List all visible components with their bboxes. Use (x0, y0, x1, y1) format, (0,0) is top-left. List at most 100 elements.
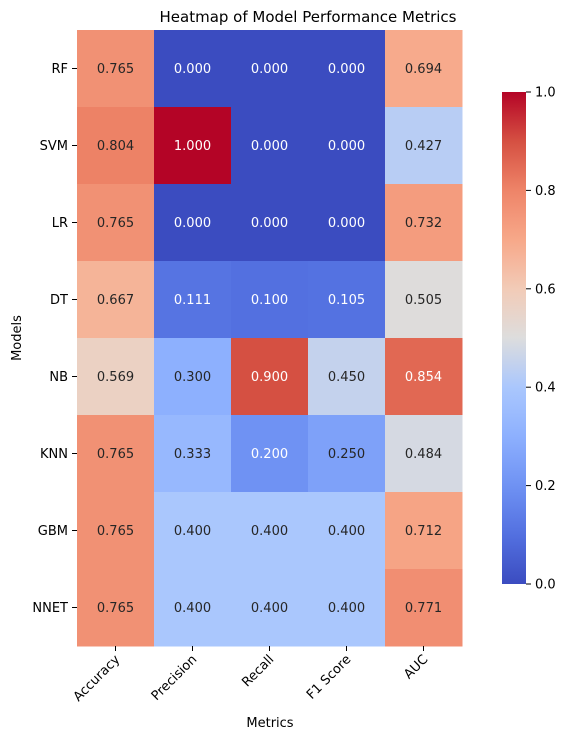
heatmap-cell (231, 492, 309, 570)
cell-value-label: 0.765 (97, 524, 134, 539)
heatmap-cell (77, 184, 155, 262)
heatmap-cell (385, 492, 463, 570)
heatmap-cell (231, 184, 309, 262)
cell-value-label: 0.400 (251, 601, 288, 616)
x-tick-label: Precision (149, 652, 201, 704)
cell-value-label: 0.694 (405, 62, 442, 77)
heatmap-cell (231, 107, 309, 185)
cell-value-label: 0.250 (328, 447, 365, 462)
x-axis-ticks: Accuracy Precision Recall F1 Score AUC (71, 646, 431, 705)
cell-value-label: 0.771 (405, 601, 442, 616)
colorbar-tick-label: 0.2 (535, 479, 556, 494)
cell-value-label: 0.484 (405, 447, 442, 462)
heatmap-cell (154, 569, 232, 647)
heatmap-cell (77, 415, 155, 493)
heatmap-cell (385, 415, 463, 493)
cell-value-label: 0.505 (405, 293, 442, 308)
heatmap-cell (385, 338, 463, 416)
heatmap-cell (385, 30, 463, 108)
y-tick-label: DT (50, 293, 68, 308)
cell-value-label: 0.111 (174, 293, 211, 308)
cell-value-label: 0.400 (328, 601, 365, 616)
heatmap-cell (385, 184, 463, 262)
cell-value-label: 0.400 (174, 601, 211, 616)
y-axis-ticks: RF SVM LR DT NB KNN GBM NNET (32, 62, 77, 616)
heatmap-cell (154, 30, 232, 108)
cell-value-label: 0.900 (251, 370, 288, 385)
heatmap-cell (231, 30, 309, 108)
cell-value-label: 0.333 (174, 447, 211, 462)
cell-value-label: 0.000 (328, 62, 365, 77)
heatmap-cell (308, 415, 386, 493)
heatmap-cell (308, 107, 386, 185)
cell-value-label: 1.000 (174, 139, 211, 154)
heatmap-cell (308, 492, 386, 570)
cell-value-label: 0.732 (405, 216, 442, 231)
heatmap-cell-labels: 0.765 0.000 0.000 0.000 0.694 0.804 1.000 0.000… (97, 62, 442, 616)
colorbar-tick-label: 0.8 (535, 184, 556, 199)
y-tick-label: KNN (40, 447, 68, 462)
heatmap-cell (77, 107, 155, 185)
cell-value-label: 0.569 (97, 370, 134, 385)
cell-value-label: 0.000 (328, 139, 365, 154)
heatmap-cell (77, 492, 155, 570)
cell-value-label: 0.100 (251, 293, 288, 308)
cell-value-label: 0.400 (328, 524, 365, 539)
heatmap-cell (308, 569, 386, 647)
cell-value-label: 0.804 (97, 139, 134, 154)
colorbar-ticks: 0.0 0.2 0.4 0.6 0.8 1.0 (526, 86, 556, 593)
colorbar: 0.0 0.2 0.4 0.6 0.8 1.0 (502, 86, 556, 593)
heatmap-cell (308, 184, 386, 262)
cell-value-label: 0.105 (328, 293, 365, 308)
heatmap-cell (231, 415, 309, 493)
x-tick-label: Recall (239, 652, 277, 690)
cell-value-label: 0.765 (97, 216, 134, 231)
heatmap-cell (231, 569, 309, 647)
y-tick-label: GBM (38, 524, 68, 539)
chart-title: Heatmap of Model Performance Metrics (160, 8, 457, 26)
y-tick-label: SVM (40, 139, 68, 154)
x-tick-label: F1 Score (304, 652, 354, 702)
heatmap-cell (154, 415, 232, 493)
colorbar-tick-label: 1.0 (535, 86, 556, 101)
cell-value-label: 0.450 (328, 370, 365, 385)
cell-value-label: 0.400 (251, 524, 288, 539)
y-tick-label: NB (49, 370, 68, 385)
cell-value-label: 0.854 (405, 370, 442, 385)
y-tick-label: NNET (32, 601, 68, 616)
x-tick-label: AUC (401, 652, 431, 682)
x-axis-label: Metrics (246, 716, 293, 731)
cell-value-label: 0.765 (97, 62, 134, 77)
cell-value-label: 0.000 (251, 139, 288, 154)
cell-value-label: 0.000 (328, 216, 365, 231)
colorbar-tick-label: 0.4 (535, 381, 556, 396)
heatmap-cell (77, 338, 155, 416)
colorbar-tick-label: 0.0 (535, 578, 556, 593)
y-tick-label: LR (52, 216, 68, 231)
heatmap-cell (308, 261, 386, 339)
heatmap-cell (308, 30, 386, 108)
y-tick-label: RF (51, 62, 68, 77)
cell-value-label: 0.000 (251, 62, 288, 77)
heatmap-cell (77, 261, 155, 339)
heatmap-cell (231, 261, 309, 339)
heatmap-cell (385, 107, 463, 185)
heatmap-cell (308, 338, 386, 416)
heatmap-cells (77, 30, 463, 647)
cell-value-label: 0.765 (97, 447, 134, 462)
x-tick-label: Accuracy (71, 652, 124, 705)
heatmap-cell (154, 492, 232, 570)
cell-value-label: 0.000 (174, 216, 211, 231)
cell-value-label: 0.000 (174, 62, 211, 77)
cell-value-label: 0.400 (174, 524, 211, 539)
heatmap-cell (154, 338, 232, 416)
cell-value-label: 0.712 (405, 524, 442, 539)
colorbar-gradient (502, 92, 526, 584)
heatmap-cell (385, 261, 463, 339)
heatmap-cell (77, 569, 155, 647)
heatmap-cell (154, 261, 232, 339)
cell-value-label: 0.200 (251, 447, 288, 462)
y-axis-label: Models (10, 315, 25, 361)
cell-value-label: 0.000 (251, 216, 288, 231)
